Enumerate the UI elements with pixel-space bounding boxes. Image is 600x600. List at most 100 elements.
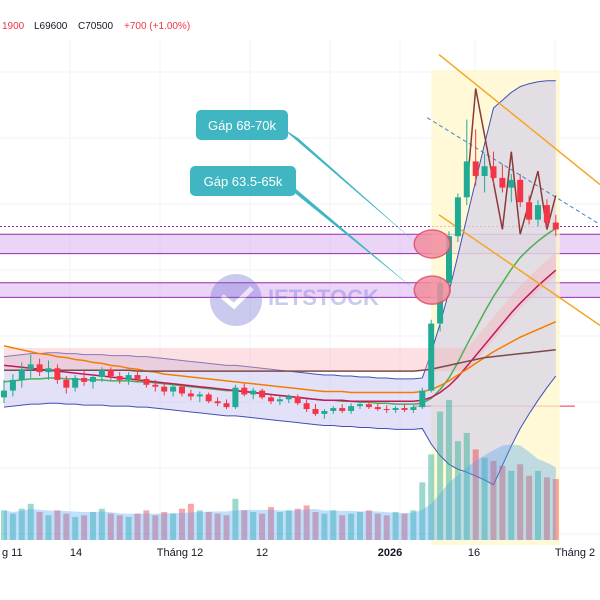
candle-body <box>54 368 61 380</box>
candle-body <box>410 407 417 411</box>
candle-body <box>365 404 372 408</box>
candle-body <box>383 409 390 411</box>
candle-body <box>446 236 452 283</box>
volume-bar <box>250 512 257 540</box>
logo-check-mark <box>220 286 254 310</box>
x-tick-label: 2026 <box>378 547 402 559</box>
candle-body <box>179 386 185 394</box>
volume-bar <box>63 513 70 540</box>
volume-bar <box>1 510 7 540</box>
volume-bar <box>81 515 88 540</box>
volume-bar <box>152 515 159 540</box>
vietstock-logo-icon <box>210 274 262 326</box>
channel-upper <box>438 53 600 186</box>
candle-body <box>348 406 355 411</box>
candle-body <box>543 205 550 223</box>
candle-body <box>36 364 43 373</box>
volume-bar <box>27 503 34 540</box>
callout-label: Gáp 63.5-65k <box>204 174 283 189</box>
candle-body <box>152 384 159 387</box>
volume-bar <box>276 512 283 540</box>
candle-body <box>134 375 141 379</box>
bollinger-upper <box>3 80 556 380</box>
candle-body <box>285 396 292 400</box>
candle-body <box>196 394 203 397</box>
x-tick-label: Tháng 2 <box>555 547 595 559</box>
callout-gap-63-65k[interactable]: Gáp 63.5-65k <box>190 166 416 291</box>
volume-bar <box>428 454 435 540</box>
volume-bar <box>401 513 408 540</box>
volume-bar <box>294 508 301 540</box>
volume-ma-area <box>4 444 556 540</box>
candle-body <box>63 379 70 388</box>
ma-orange-line <box>3 320 557 394</box>
candle-body <box>125 375 132 380</box>
volume-bar <box>526 475 533 540</box>
candle-body <box>1 390 7 398</box>
volume-bar <box>241 510 248 540</box>
volume-bar <box>98 508 105 540</box>
ohlc-change: +700 (+1.00%) <box>124 21 190 32</box>
candle-body <box>116 376 123 380</box>
volume-bar <box>303 505 310 540</box>
ohlc-high: 1900 <box>2 21 25 32</box>
candle-body <box>312 409 319 414</box>
volume-bar <box>321 513 328 540</box>
volume-bar <box>365 510 372 540</box>
volume-bar <box>472 449 479 540</box>
volume-bar <box>36 512 43 540</box>
candle-body <box>490 166 497 178</box>
cloud-band <box>4 252 556 372</box>
volume-bar <box>268 507 274 540</box>
ohlc-close: C70500 <box>78 21 113 32</box>
candle-body <box>205 394 212 402</box>
x-tick-label: 16 <box>468 547 480 559</box>
bollinger-lower <box>3 375 557 486</box>
candle-body <box>276 399 283 402</box>
candle-body <box>45 368 52 373</box>
volume-bar <box>383 515 390 540</box>
volume-bar <box>463 432 470 540</box>
ohlc-header: 1900 L69600 C70500 +700 (+1.00%) <box>2 21 190 32</box>
callout-box <box>190 166 296 196</box>
candle-body <box>552 222 559 230</box>
candle-body <box>499 177 506 188</box>
volume-bar <box>508 470 515 540</box>
volume-bar <box>339 515 346 540</box>
watermark: IETSTOCK <box>210 274 379 326</box>
candle-body <box>81 377 88 382</box>
candle-body <box>401 408 408 411</box>
x-tick-label: 12 <box>256 547 268 559</box>
candle-body <box>321 410 328 414</box>
candle-body <box>187 393 194 397</box>
volume-bar <box>419 482 426 540</box>
candle-body <box>107 370 114 377</box>
volume-bar <box>143 510 150 540</box>
volume-bar <box>125 516 132 540</box>
candle-body <box>27 364 34 370</box>
volume-bar <box>392 512 399 540</box>
candle-body <box>294 396 301 404</box>
callout-gap-68-70k[interactable]: Gáp 68-70k <box>196 110 418 244</box>
volume-bar <box>72 516 79 540</box>
candle-body <box>72 377 79 388</box>
candle-body <box>143 378 150 385</box>
candle-body <box>374 407 381 410</box>
callout-tail <box>282 128 418 244</box>
volume-bar <box>116 515 123 540</box>
candles <box>1 119 559 419</box>
volume-bar <box>374 513 381 540</box>
volume-bar <box>223 515 230 540</box>
candle-body <box>428 323 435 391</box>
volume-bar <box>543 477 550 540</box>
candle-body <box>223 403 230 408</box>
svg-text:1900 L69600 C7: 1900 L69600 C70500 +700 (+1.00%) <box>2 21 190 32</box>
candle-body <box>517 179 524 203</box>
volume-bars <box>1 400 559 540</box>
candle-body <box>241 387 248 395</box>
candle-body <box>481 166 488 176</box>
ma-brown-line <box>4 349 556 372</box>
candle-body <box>303 403 310 410</box>
